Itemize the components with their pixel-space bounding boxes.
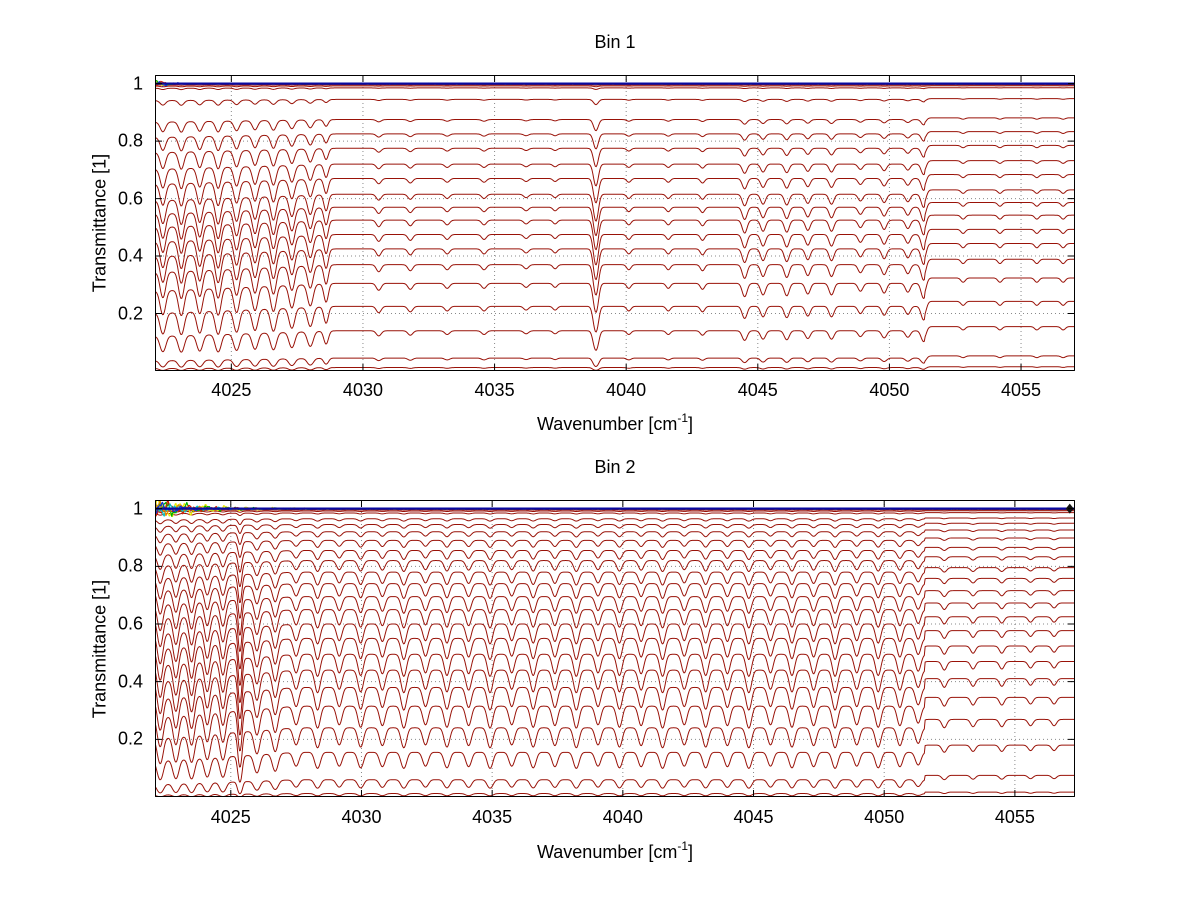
y-tick-label: 0.4 [117,245,143,266]
y-tick-label: 0.6 [117,613,143,634]
x-axis-label-superscript: -1 [677,411,689,425]
subplot-title-bin2: Bin 2 [594,457,636,477]
x-axis-tick-labels-bin2: 4025 4030 4035 4040 4045 4050 4055 [155,807,1075,831]
x-axis-label-superscript: -1 [677,839,689,853]
x-tick-label: 4045 [737,380,778,400]
y-tick-label: 0.4 [117,671,143,692]
x-tick-label: 4040 [602,807,643,827]
y-tick-label: 0.2 [117,728,143,749]
subplot-title-bin1: Bin 1 [594,32,636,52]
y-axis-tick-labels-bin2: 0.2 0.4 0.6 0.8 1 [0,498,143,797]
x-axis-tick-labels-bin1: 4025 4030 4035 4040 4045 4050 4055 [155,380,1075,404]
x-tick-label: 4045 [733,807,774,827]
y-tick-label: 0.8 [117,130,143,151]
x-axis-label-bin2: Wavenumber [cm-1] [536,839,694,863]
x-axis-label-bin1: Wavenumber [cm-1] [536,411,694,435]
x-tick-label: 4035 [474,380,515,400]
spectra-plot-canvas-bin1 [155,75,1075,371]
x-axis-label-text: Wavenumber [cm [536,842,678,862]
x-tick-label: 4055 [994,807,1035,827]
x-tick-label: 4050 [864,807,905,827]
x-tick-label: 4025 [210,807,251,827]
y-tick-label: 0.6 [117,188,143,209]
x-tick-label: 4040 [606,380,647,400]
y-tick-label: 1 [132,498,143,519]
x-tick-label: 4030 [341,807,382,827]
x-tick-label: 4025 [211,380,252,400]
x-tick-label: 4035 [472,807,513,827]
x-axis-label-close: ] [688,842,694,862]
x-tick-label: 4030 [342,380,383,400]
x-axis-label-close: ] [688,414,694,434]
y-tick-label: 0.2 [117,303,143,324]
y-tick-label: 0.8 [117,555,143,576]
y-axis-tick-labels-bin1: 0.2 0.4 0.6 0.8 1 [0,73,143,371]
y-tick-label: 1 [132,73,143,94]
x-axis-label-text: Wavenumber [cm [536,414,678,434]
spectra-plot-canvas-bin2 [155,500,1075,797]
x-tick-label: 4050 [869,380,910,400]
x-tick-label: 4055 [1001,380,1042,400]
